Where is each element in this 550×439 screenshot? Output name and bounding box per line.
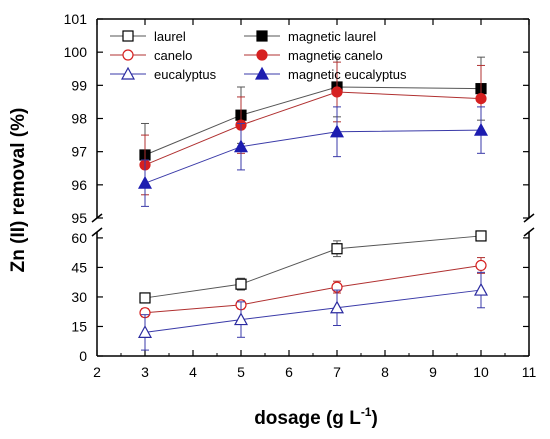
legend: laurel magnetic laurel canelo magnetic cane… (110, 29, 407, 82)
legend-item: magnetic canelo (244, 48, 383, 63)
y-tick-label-lower: 15 (71, 318, 87, 334)
data-point (329, 124, 345, 138)
y-tick-label-lower: 30 (71, 289, 87, 305)
data-point (233, 312, 249, 326)
legend-marker (256, 49, 268, 61)
x-tick-label: 3 (141, 364, 149, 380)
x-tick-label: 5 (237, 364, 245, 380)
y-tick-label-lower: 45 (71, 259, 87, 275)
series-line (144, 86, 482, 156)
series-line (144, 235, 482, 299)
y-tick-label-lower: 60 (71, 230, 87, 246)
legend-label: magnetic eucalyptus (288, 67, 407, 82)
left-axis-break-mark (91, 227, 103, 237)
series-magnetic-canelo (139, 61, 487, 196)
series-line (144, 289, 482, 333)
x-tick-label: 8 (381, 364, 389, 380)
series-laurel (139, 230, 487, 304)
legend-marker (256, 30, 268, 42)
series-line (144, 264, 482, 314)
y-tick-label-upper: 99 (71, 77, 87, 93)
legend-marker (254, 66, 270, 80)
legend-item: canelo (110, 48, 192, 63)
x-tick-label: 6 (285, 364, 293, 380)
data-point (475, 230, 487, 242)
legend-item: laurel (110, 29, 186, 44)
legend-item: magnetic eucalyptus (244, 66, 407, 82)
y-tick-label-upper: 97 (71, 144, 87, 160)
y-tick-label-lower: 0 (79, 348, 87, 364)
x-axis-title-sup: -1 (361, 405, 372, 419)
series (137, 56, 489, 351)
right-axis-break-mark (523, 227, 535, 237)
data-point (473, 282, 489, 296)
x-axis-title-main: dosage (g L (254, 408, 361, 429)
y-tick-label-upper: 101 (64, 11, 88, 27)
data-point (475, 259, 487, 272)
legend-marker (120, 66, 136, 80)
legend-label: magnetic canelo (288, 48, 383, 63)
x-axis-title: dosage (g L-1) (254, 405, 378, 429)
data-point (473, 122, 489, 136)
y-tick-label-upper: 100 (64, 44, 88, 60)
legend-item: eucalyptus (110, 66, 217, 82)
data-point (139, 292, 151, 304)
series-canelo (139, 257, 487, 319)
legend-marker (122, 49, 134, 61)
y-tick-label-upper: 98 (71, 111, 87, 127)
series-line (144, 91, 482, 166)
y-tick-label-upper: 96 (71, 177, 87, 193)
data-point (235, 278, 247, 290)
legend-item: magnetic laurel (244, 29, 376, 44)
x-tick-label: 10 (473, 364, 489, 380)
legend-label: magnetic laurel (288, 29, 376, 44)
legend-marker (122, 30, 134, 42)
data-point (137, 325, 153, 338)
data-point (329, 300, 345, 314)
legend-label: eucalyptus (154, 67, 217, 82)
legend-label: canelo (154, 48, 192, 63)
data-point (331, 243, 343, 255)
x-tick-label: 9 (429, 364, 437, 380)
x-axis-title-close: ) (371, 408, 377, 429)
data-point (475, 92, 487, 105)
series-magnetic-eucalyptus (137, 106, 489, 207)
data-point (331, 86, 343, 98)
x-tick-label: 7 (333, 364, 341, 380)
x-tick-label: 11 (522, 364, 537, 380)
series-eucalyptus (137, 271, 489, 351)
y-axis-title: Zn (II) removal (%) (8, 108, 29, 273)
series-line (144, 129, 482, 184)
legend-label: laurel (154, 29, 186, 44)
x-tick-label: 2 (93, 364, 101, 380)
data-point (233, 139, 249, 153)
data-point (137, 175, 153, 189)
y-tick-label-upper: 95 (71, 210, 87, 226)
x-tick-label: 4 (189, 364, 197, 380)
